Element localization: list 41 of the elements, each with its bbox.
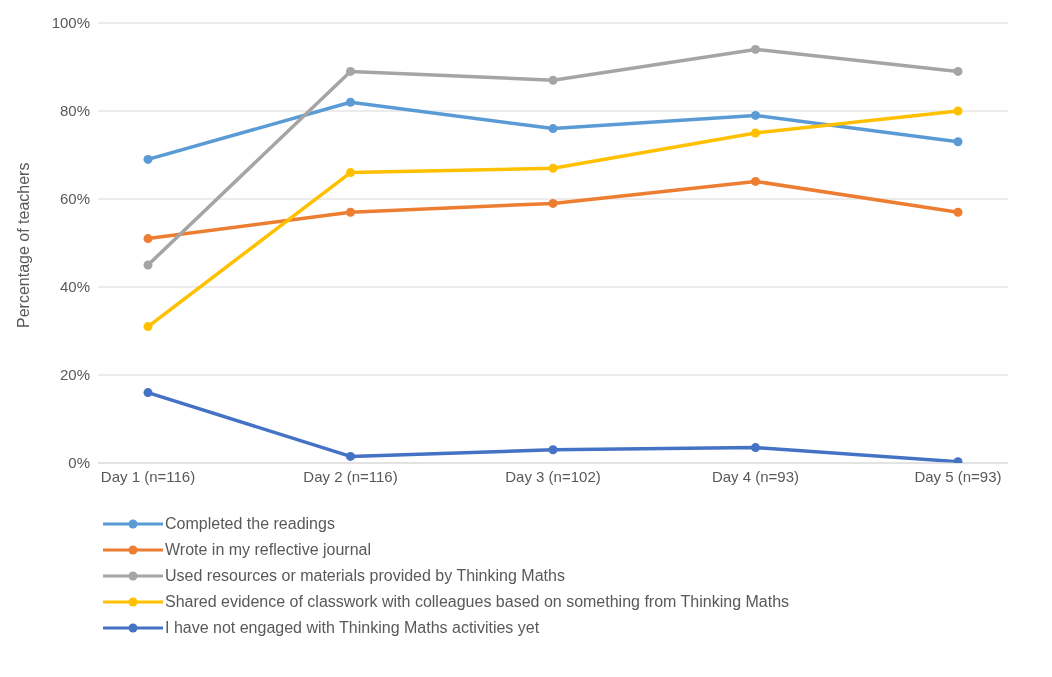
x-tick-label: Day 1 (n=116) bbox=[100, 467, 196, 485]
point bbox=[548, 198, 558, 208]
y-tick-label: 100% bbox=[51, 14, 90, 32]
point bbox=[953, 66, 963, 76]
point bbox=[346, 207, 355, 217]
point bbox=[751, 443, 760, 453]
x-tick-label: Day 4 (n=93) bbox=[711, 467, 800, 485]
legend-label: Shared evidence of classwork with colleagues based on something from Thinking Maths bbox=[165, 593, 790, 611]
x-tick-label: Day 5 (n=93) bbox=[914, 467, 1002, 485]
y-axis-title: Percentage of teachers bbox=[14, 162, 32, 328]
y-tick-label: 20% bbox=[59, 366, 90, 384]
point bbox=[548, 75, 558, 85]
point bbox=[751, 44, 760, 54]
x-tick-label: Day 2 (n=116) bbox=[303, 467, 398, 485]
point bbox=[346, 97, 355, 107]
point bbox=[143, 322, 153, 332]
point bbox=[751, 110, 760, 120]
point bbox=[953, 207, 963, 217]
point bbox=[143, 388, 153, 398]
point bbox=[346, 66, 355, 76]
point bbox=[953, 137, 963, 147]
point bbox=[548, 445, 558, 455]
legend-label: Wrote in my reflective journal bbox=[165, 541, 371, 559]
y-tick-label: 0% bbox=[68, 454, 90, 472]
point bbox=[143, 154, 153, 164]
y-tick-label: 80% bbox=[59, 102, 90, 120]
x-tick-label: Day 3 (n=102) bbox=[505, 467, 601, 485]
legend-label: Used resources or materials provided by Thinking Maths bbox=[165, 567, 565, 585]
point bbox=[143, 234, 153, 244]
point bbox=[143, 260, 153, 270]
point bbox=[751, 128, 760, 138]
point bbox=[548, 163, 558, 173]
y-tick-label: 40% bbox=[59, 278, 90, 296]
point bbox=[346, 168, 355, 178]
y-tick-label: 60% bbox=[59, 190, 90, 208]
point bbox=[548, 124, 558, 134]
legend-label: I have not engaged with Thinking Maths activities yet bbox=[165, 619, 540, 637]
point bbox=[953, 106, 963, 116]
point bbox=[751, 176, 760, 186]
point bbox=[346, 451, 355, 461]
legend-label: Completed the readings bbox=[165, 515, 335, 533]
